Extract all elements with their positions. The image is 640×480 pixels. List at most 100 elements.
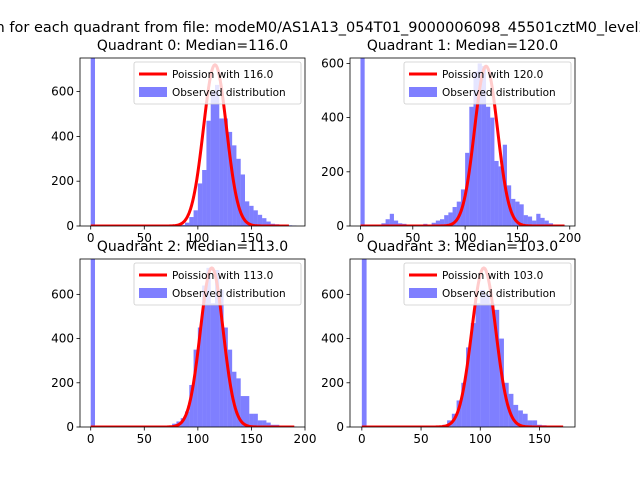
observed-bar xyxy=(240,174,245,226)
observed-bar xyxy=(215,270,220,427)
observed-bar xyxy=(202,285,207,427)
observed-bar xyxy=(508,393,514,427)
observed-bar xyxy=(485,294,490,427)
legend-poisson-label: Poission with 120.0 xyxy=(442,69,543,81)
legend-observed-label: Observed distribution xyxy=(172,288,286,300)
x-tick-label: 100 xyxy=(454,231,477,245)
legend-observed-label: Observed distribution xyxy=(172,87,286,99)
observed-bar xyxy=(511,198,516,226)
quadrant-0-legend-box xyxy=(133,61,302,105)
quadrant-2-plot-area xyxy=(90,259,297,427)
quadrant-2-title: Quadrant 2: Median=113.0 xyxy=(97,239,288,255)
legend-observed-swatch xyxy=(409,87,437,97)
observed-bar xyxy=(480,289,485,427)
observed-bar xyxy=(262,420,267,427)
x-tick-label: 0 xyxy=(358,432,366,446)
observed-bar xyxy=(240,396,245,427)
observed-bar xyxy=(452,207,457,226)
legend-observed-swatch xyxy=(139,288,167,298)
observed-bar xyxy=(223,327,228,427)
observed-bar xyxy=(257,214,263,226)
legend-observed-label: Observed distribution xyxy=(442,288,556,300)
observed-bar xyxy=(448,212,453,226)
legend-poisson-label: Poission with 116.0 xyxy=(172,69,273,81)
quadrant-2-axes-frame xyxy=(79,258,306,428)
x-tick-label: 100 xyxy=(186,231,209,245)
observed-bar xyxy=(513,404,519,427)
quadrant-1-legend-box xyxy=(403,61,572,105)
observed-bar xyxy=(202,170,207,226)
observed-bar xyxy=(257,420,263,427)
y-tick-label: 600 xyxy=(321,287,344,301)
observed-bar xyxy=(197,183,203,226)
observed-bar xyxy=(494,309,500,427)
observed-bar xyxy=(456,400,462,427)
observed-bar xyxy=(227,131,233,226)
observed-bar xyxy=(206,120,211,226)
observed-bar xyxy=(519,204,524,226)
observed-bar xyxy=(518,410,523,427)
x-tick-label: 0 xyxy=(87,432,95,446)
quadrant-2-legend-box xyxy=(133,262,302,306)
observed-bar xyxy=(523,215,528,226)
x-tick-label: 0 xyxy=(87,231,95,245)
y-tick-label: 600 xyxy=(51,85,74,99)
observed-bar xyxy=(360,58,365,226)
legend-observed-swatch xyxy=(139,87,167,97)
x-tick-label: 150 xyxy=(506,231,529,245)
observed-bar xyxy=(475,303,481,427)
quadrant-1-title: Quadrant 1: Median=120.0 xyxy=(367,38,558,54)
y-tick-label: 400 xyxy=(51,129,74,143)
observed-bar xyxy=(262,218,267,226)
y-tick-label: 400 xyxy=(321,332,344,346)
observed-bar xyxy=(219,289,224,427)
observed-bar xyxy=(236,378,241,427)
observed-bar xyxy=(522,413,528,427)
observed-bar xyxy=(527,216,533,226)
observed-bar xyxy=(527,420,533,427)
x-tick-label: 100 xyxy=(186,432,209,446)
legend-poisson-label: Poission with 103.0 xyxy=(442,270,543,282)
observed-bar xyxy=(210,91,215,226)
observed-bar xyxy=(180,224,185,226)
x-tick-label: 150 xyxy=(240,231,263,245)
observed-bar xyxy=(189,217,194,226)
x-tick-label: 200 xyxy=(558,231,581,245)
observed-bar xyxy=(540,217,545,226)
quadrant-1-axes-frame xyxy=(349,57,576,227)
quadrant-0-panel: 0 50 100 150 0 200 400 600 Quadrant 0: Median=11… xyxy=(51,38,306,245)
observed-bar xyxy=(206,267,211,427)
observed-bar xyxy=(219,118,224,226)
x-tick-label: 0 xyxy=(357,231,365,245)
observed-bar xyxy=(481,66,487,226)
observed-bar xyxy=(210,303,215,427)
observed-bar xyxy=(477,63,482,226)
observed-bar xyxy=(253,210,258,226)
observed-bar xyxy=(197,327,203,427)
y-tick-label: 200 xyxy=(321,165,344,179)
observed-bar xyxy=(536,213,541,226)
observed-bar xyxy=(185,411,190,427)
quadrant-3-title: Quadrant 3: Median=103.0 xyxy=(367,239,558,255)
observed-bar xyxy=(444,215,449,226)
observed-bar xyxy=(193,349,198,427)
observed-bar xyxy=(494,160,499,226)
y-tick-label: 0 xyxy=(66,219,74,233)
observed-bar xyxy=(215,84,220,226)
y-tick-label: 600 xyxy=(51,287,74,301)
x-tick-label: 50 xyxy=(405,231,420,245)
observed-bar xyxy=(515,201,520,226)
x-tick-label: 50 xyxy=(137,432,152,446)
quadrant-2-panel: 0 50 100 150 200 0 200 400 600 Quadrant 2: Median… xyxy=(51,239,316,446)
quadrant-panels: 0 50 100 150 0 200 400 600 Quadrant 0: Median=11… xyxy=(51,38,581,446)
observed-bar xyxy=(489,303,495,427)
observed-bar xyxy=(249,413,254,427)
y-tick-label: 400 xyxy=(321,111,344,125)
y-tick-label: 0 xyxy=(336,219,344,233)
observed-bar xyxy=(253,413,258,427)
x-tick-label: 150 xyxy=(528,432,551,446)
observed-bar xyxy=(490,117,495,226)
observed-bar xyxy=(498,166,503,226)
observed-bar xyxy=(466,347,471,427)
